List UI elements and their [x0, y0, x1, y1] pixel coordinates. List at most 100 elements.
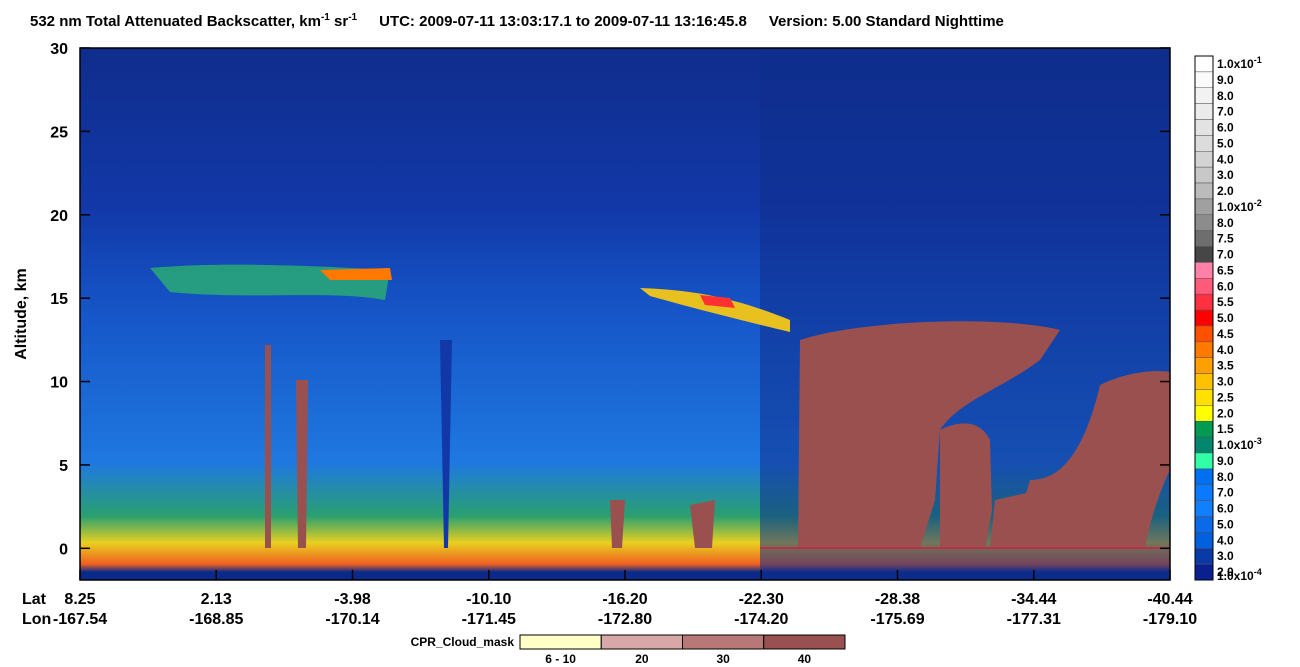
colorbar-swatch — [1194, 516, 1214, 533]
colorbar-label: 7.0 — [1217, 105, 1234, 119]
x-tick-label: -28.38 — [875, 591, 920, 608]
colorbar-swatch — [1194, 151, 1214, 168]
title-sup: -1 — [321, 12, 330, 23]
chart-title: 532 nm Total Attenuated Backscatter, km-… — [30, 12, 1004, 30]
colorbar-swatch — [1194, 405, 1214, 422]
colorbar-label: 7.0 — [1217, 248, 1234, 262]
colorbar-swatch — [1194, 55, 1214, 73]
cpr-legend-swatch — [600, 634, 683, 650]
x-tick-label: -40.44 — [1147, 591, 1192, 608]
colorbar-label: 6.0 — [1217, 279, 1234, 293]
x-tick-label: -172.80 — [598, 611, 652, 628]
colorbar-label: 1.5 — [1217, 422, 1234, 436]
colorbar-swatch — [1194, 87, 1214, 104]
colorbar-label: 2.0 — [1217, 406, 1234, 420]
colorbar-label: 8.0 — [1217, 470, 1234, 484]
x-tick-label: -177.31 — [1007, 611, 1061, 628]
colorbar-swatch — [1194, 214, 1214, 231]
colorbar-label: 4.0 — [1217, 533, 1234, 547]
colorbar-label-base: 1.0x10 — [1217, 438, 1254, 452]
colorbar-swatch — [1194, 547, 1214, 565]
colorbar-label: 1.0x10-1 — [1217, 55, 1262, 71]
colorbar-label: 5.5 — [1217, 295, 1234, 309]
cpr-legend-swatch — [519, 634, 602, 650]
x-tick-label: -10.10 — [466, 591, 511, 608]
title-version: Version: 5.00 Standard Nighttime — [769, 13, 1004, 30]
colorbar-swatch — [1194, 119, 1214, 136]
colorbar-swatch — [1194, 246, 1214, 263]
x-tick-label: -3.98 — [334, 591, 371, 608]
colorbar-swatch — [1194, 182, 1214, 200]
colorbar-label: 9.0 — [1217, 73, 1234, 87]
colorbar-label: 3.0 — [1217, 549, 1234, 563]
colorbar-label: 4.0 — [1217, 343, 1234, 357]
colorbar-swatch — [1194, 278, 1214, 295]
colorbar-swatch — [1194, 341, 1214, 358]
colorbar-swatch — [1194, 420, 1214, 438]
title-utc: UTC: 2009-07-11 13:03:17.1 to 2009-07-11… — [379, 13, 747, 30]
colorbar-swatch — [1194, 563, 1214, 581]
colorbar-frame — [1194, 55, 1214, 581]
x-tick-label: -168.85 — [189, 611, 243, 628]
colorbar-label: 1.0x10-4 — [1217, 567, 1262, 583]
colorbar-label: 7.5 — [1217, 232, 1234, 246]
x-tick-label: -170.14 — [325, 611, 379, 628]
title-main: 532 nm Total Attenuated Backscatter, km — [30, 13, 321, 30]
cpr-legend-label: 20 — [635, 652, 649, 666]
cpr-legend-label: 6 - 10 — [545, 652, 576, 666]
colorbar-label: 6.5 — [1217, 263, 1234, 277]
colorbar-swatch — [1194, 293, 1214, 311]
colorbar-swatch — [1194, 389, 1214, 406]
colorbar-label: 6.0 — [1217, 121, 1234, 135]
y-tick-label: 10 — [50, 375, 68, 392]
x-row-label: Lon — [22, 611, 51, 628]
colorbar-label: 2.0 — [1217, 184, 1234, 198]
x-tick-label: -175.69 — [870, 611, 924, 628]
colorbar-label: 6.0 — [1217, 502, 1234, 516]
x-tick-label: -34.44 — [1011, 591, 1056, 608]
colorbar-swatch — [1194, 500, 1214, 517]
colorbar-label: 2.0 — [1217, 565, 1234, 579]
colorbar-label-exp: -2 — [1254, 198, 1262, 208]
cpr-legend-label: 30 — [716, 652, 730, 666]
colorbar-label: 4.0 — [1217, 152, 1234, 166]
colorbar-swatch — [1194, 103, 1214, 120]
y-tick-label: 30 — [50, 41, 68, 58]
colorbar-swatch — [1194, 262, 1214, 279]
colorbar-label: 5.0 — [1217, 517, 1234, 531]
colorbar-swatch — [1194, 198, 1214, 216]
colorbar-label: 7.0 — [1217, 486, 1234, 500]
x-tick-label: -22.30 — [739, 591, 784, 608]
x-tick-label: -179.10 — [1143, 611, 1197, 628]
colorbar-swatch — [1194, 357, 1214, 374]
x-tick-label: -174.20 — [734, 611, 788, 628]
colorbar-swatch — [1194, 452, 1214, 470]
colorbar-label: 3.0 — [1217, 375, 1234, 389]
x-row-label: Lat — [22, 591, 47, 608]
title-sup: -1 — [348, 12, 357, 23]
colorbar-label: 8.0 — [1217, 216, 1234, 230]
cpr-legend-title: CPR_Cloud_mask — [411, 635, 515, 649]
x-tick-label: -171.45 — [462, 611, 516, 628]
colorbar-label-exp: -4 — [1254, 567, 1262, 577]
title-mid: sr — [330, 13, 349, 30]
colorbar-label: 1.0x10-3 — [1217, 436, 1262, 452]
colorbar-swatch — [1194, 325, 1214, 343]
colorbar-label: 3.5 — [1217, 359, 1234, 373]
y-tick-label: 25 — [50, 124, 68, 141]
y-tick-label: 15 — [50, 291, 68, 308]
colorbar-swatch — [1194, 373, 1214, 390]
colorbar-label-exp: -3 — [1254, 436, 1262, 446]
colorbar-label: 3.0 — [1217, 168, 1234, 182]
colorbar-label: 9.0 — [1217, 454, 1234, 468]
colorbar-swatch — [1194, 135, 1214, 152]
colorbar-label: 5.0 — [1217, 311, 1234, 325]
colorbar-label: 5.0 — [1217, 136, 1234, 150]
y-tick-label: 0 — [59, 541, 68, 558]
plot-field — [80, 48, 1170, 580]
colorbar-swatch — [1194, 468, 1214, 485]
cpr-legend-swatch — [763, 634, 846, 650]
colorbar-label: 2.5 — [1217, 390, 1234, 404]
colorbar-swatch — [1194, 309, 1214, 327]
